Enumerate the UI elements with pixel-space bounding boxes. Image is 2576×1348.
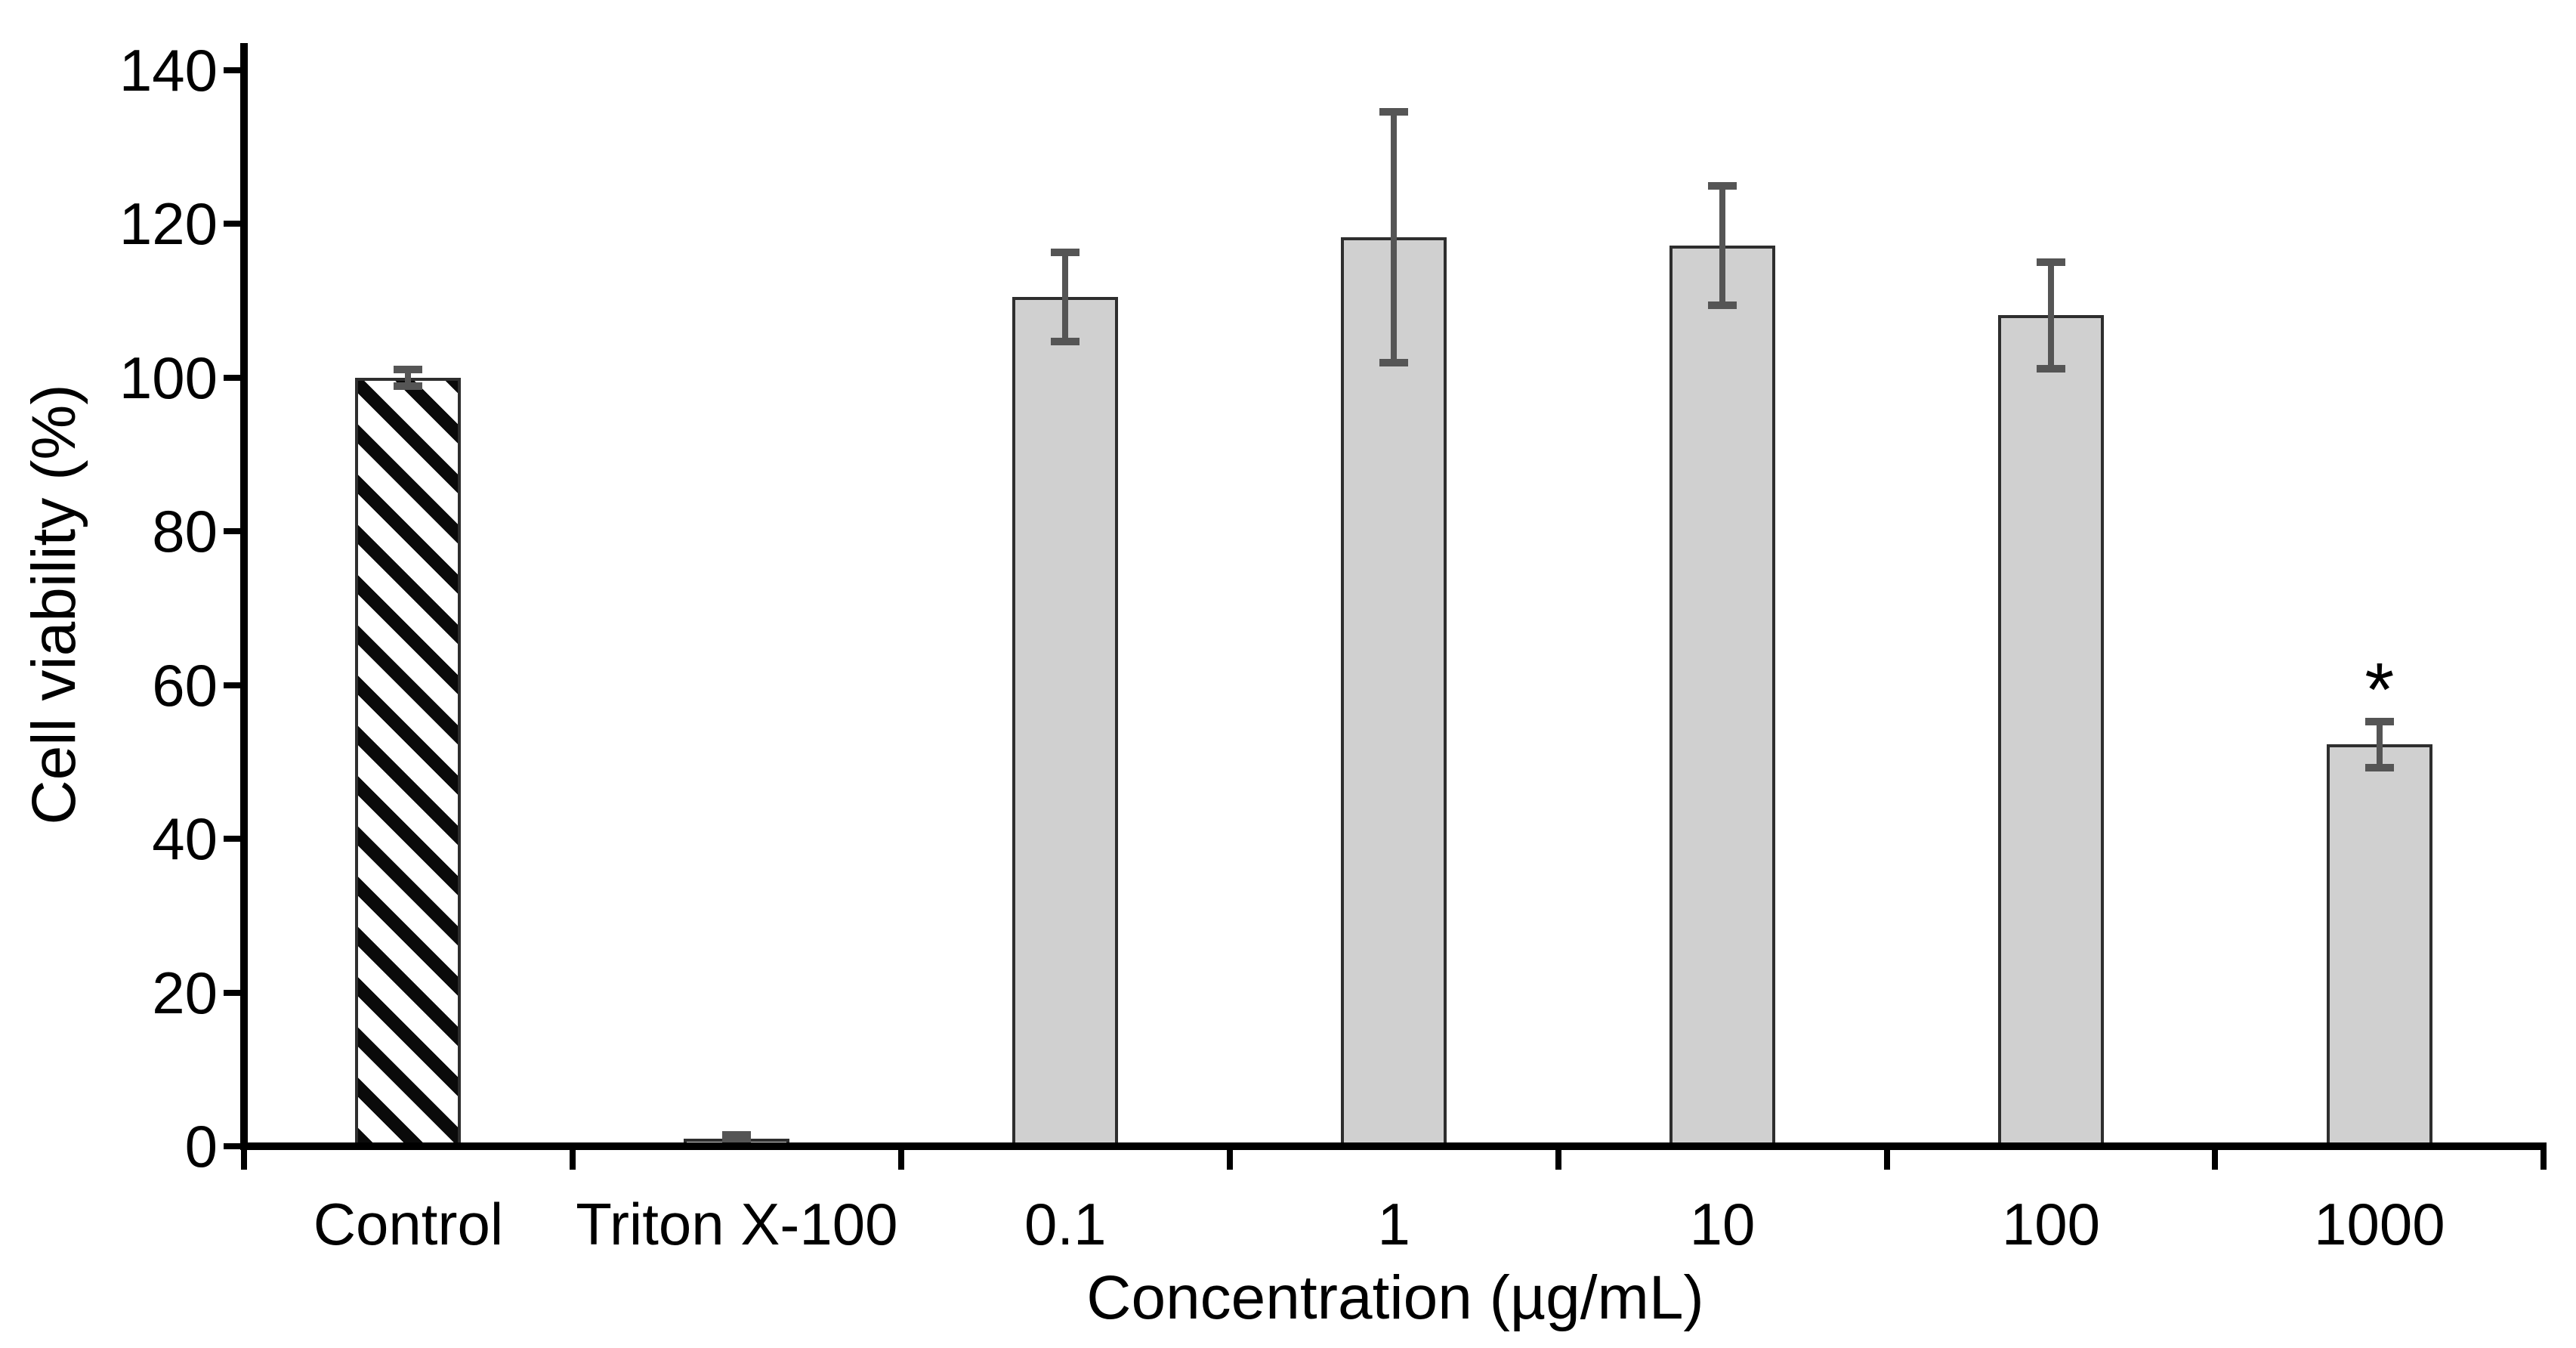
- significance-asterisk: *: [2364, 647, 2395, 732]
- y-tick-label: 20: [152, 959, 218, 1026]
- x-tick: [2212, 1150, 2219, 1170]
- y-tick-label: 140: [119, 37, 218, 104]
- error-bar-cap-bottom: [2036, 364, 2065, 373]
- error-bar-line: [2047, 262, 2054, 369]
- error-bar-line: [1391, 111, 1398, 363]
- error-bar-line: [1719, 185, 1726, 306]
- y-tick-label: 0: [184, 1113, 218, 1180]
- x-tick-label: 1: [1377, 1191, 1410, 1257]
- x-axis-title: Concentration (µg/mL): [1086, 1263, 1704, 1332]
- y-tick-label: 80: [152, 498, 218, 565]
- y-tick: [224, 836, 240, 842]
- y-axis-title: Cell viability (%): [20, 384, 88, 825]
- error-bar-cap-top: [394, 365, 423, 373]
- y-tick: [224, 374, 240, 381]
- x-tick: [897, 1150, 904, 1170]
- x-tick: [2540, 1150, 2547, 1170]
- bar-hatched: [355, 377, 462, 1150]
- x-tick: [569, 1150, 576, 1170]
- x-tick-label: 10: [1689, 1191, 1756, 1257]
- error-bar-cap-top: [1708, 181, 1737, 190]
- x-tick-label: 1000: [2314, 1191, 2445, 1257]
- y-axis-line: [240, 43, 248, 1150]
- x-tick: [1555, 1150, 1561, 1170]
- error-bar-cap-bottom: [722, 1138, 752, 1146]
- error-bar-cap-top: [1051, 249, 1080, 257]
- error-bar-line: [405, 369, 412, 387]
- error-bar-cap-bottom: [2364, 763, 2394, 771]
- error-bar-line: [1062, 252, 1069, 342]
- x-tick: [1226, 1150, 1233, 1170]
- bar: [1997, 315, 2104, 1150]
- error-bar-cap-top: [2036, 258, 2065, 267]
- y-tick: [224, 682, 240, 688]
- bar: [1341, 237, 1447, 1150]
- x-tick: [1883, 1150, 1890, 1170]
- y-tick: [224, 528, 240, 535]
- x-tick-label: 100: [2001, 1191, 2100, 1257]
- y-tick-label: 60: [152, 651, 218, 719]
- error-bar-cap-bottom: [1051, 338, 1080, 346]
- error-bar-cap-top: [722, 1130, 752, 1139]
- y-tick-label: 40: [152, 805, 218, 873]
- error-bar-cap-top: [1379, 107, 1409, 116]
- bar: [2326, 744, 2432, 1150]
- y-tick-label: 100: [119, 344, 218, 411]
- error-bar-line: [734, 1134, 740, 1142]
- y-tick-label: 120: [119, 190, 218, 258]
- y-tick: [224, 989, 240, 996]
- y-tick: [224, 1143, 240, 1149]
- error-bar-cap-bottom: [394, 382, 423, 391]
- error-bar-cap-bottom: [1708, 301, 1737, 310]
- x-tick: [241, 1150, 247, 1170]
- y-tick: [224, 221, 240, 227]
- error-bar-line: [2376, 721, 2383, 768]
- bar: [1669, 245, 1776, 1150]
- bar: [1012, 297, 1119, 1150]
- x-tick-label: Triton X-100: [576, 1191, 898, 1257]
- x-tick-label: Control: [313, 1191, 504, 1257]
- error-bar-cap-bottom: [1379, 358, 1409, 366]
- y-tick: [224, 67, 240, 73]
- error-bar-cap-top: [2364, 717, 2394, 725]
- x-tick-label: 0.1: [1024, 1191, 1107, 1257]
- x-axis-line: [240, 1142, 2547, 1150]
